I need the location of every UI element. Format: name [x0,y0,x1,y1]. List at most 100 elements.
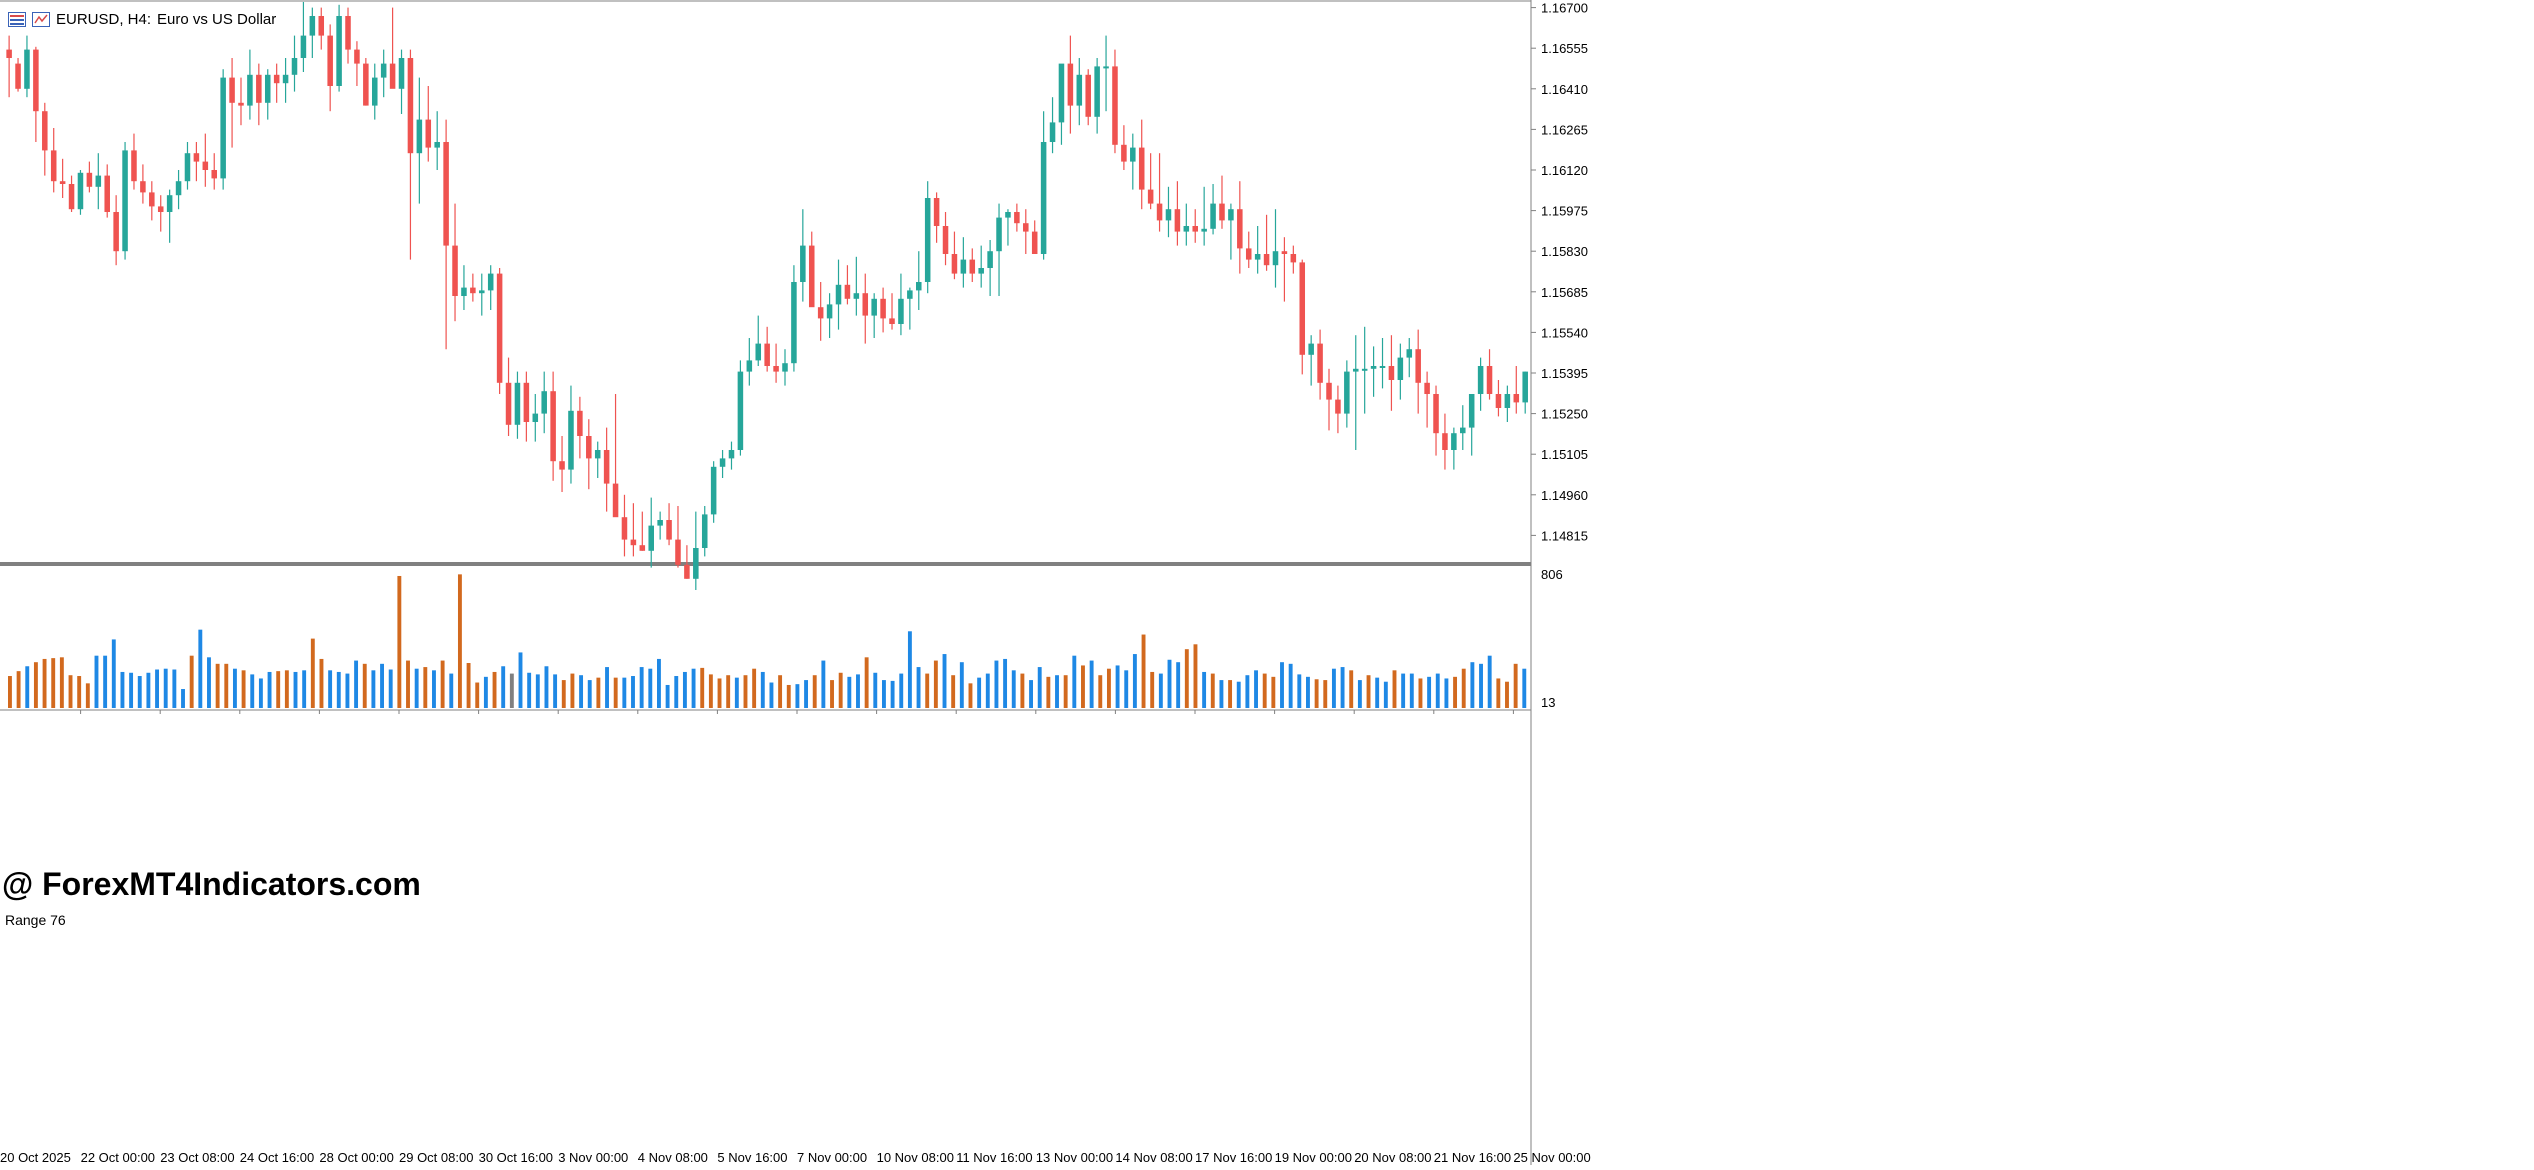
candle-body[interactable] [639,545,646,551]
candle-body[interactable] [1192,226,1198,232]
chart-properties-icon[interactable] [32,11,50,27]
candle-body[interactable] [826,304,833,319]
range-bar[interactable] [449,673,454,708]
candle-body[interactable] [594,450,601,459]
candle-body[interactable] [559,461,565,470]
range-bar[interactable] [1427,676,1432,708]
candle-body[interactable] [648,525,654,551]
candle-body[interactable] [300,35,307,58]
candle-body[interactable] [791,282,797,364]
candle-body[interactable] [942,226,949,254]
range-bar[interactable] [362,663,367,708]
range-bar[interactable] [276,671,281,708]
candle-body[interactable] [184,153,191,182]
range-bar[interactable] [700,667,705,708]
range-bar[interactable] [1280,662,1284,708]
candle-body[interactable] [675,539,681,565]
range-bar[interactable] [1193,644,1198,708]
candle-body[interactable] [764,343,770,366]
range-bar[interactable] [1392,670,1397,708]
range-bar[interactable] [605,667,609,708]
candle-body[interactable] [505,382,512,425]
range-bar[interactable] [1522,668,1527,708]
candle-body[interactable] [211,170,218,179]
candle-body[interactable] [1147,189,1154,204]
range-bar[interactable] [743,675,748,708]
range-bar[interactable] [726,675,731,708]
candle-body[interactable] [6,49,12,58]
range-bar[interactable] [1418,678,1423,708]
range-bar[interactable] [717,678,722,708]
range-bar[interactable] [1011,670,1016,708]
candle-body[interactable] [612,483,619,518]
range-bar[interactable] [406,660,410,708]
candle-body[interactable] [407,58,414,154]
range-bar[interactable] [1444,678,1449,708]
candle-body[interactable] [880,298,886,319]
candle-body[interactable] [1477,366,1484,394]
candle-body[interactable] [1379,366,1386,368]
candle-body[interactable] [363,63,369,106]
range-bar[interactable] [631,676,635,708]
candle-body[interactable] [907,290,913,299]
candle-body[interactable] [372,77,378,106]
candle-body[interactable] [496,273,503,383]
candle-body[interactable] [862,293,869,316]
range-bar[interactable] [457,574,462,708]
candle-body[interactable] [755,343,762,361]
range-bar[interactable] [1029,680,1033,708]
candle-body[interactable] [568,410,574,470]
range-bar[interactable] [163,668,168,708]
range-bar[interactable] [1496,678,1501,708]
candle-body[interactable] [996,217,1002,252]
range-bar[interactable] [137,676,142,708]
candle-body[interactable] [844,284,851,299]
range-bar[interactable] [1401,673,1406,708]
range-bar[interactable] [414,668,419,708]
range-bar[interactable] [354,660,359,708]
range-bar[interactable] [1115,665,1120,708]
range-bar[interactable] [1081,665,1085,708]
range-bar[interactable] [977,677,982,708]
candle-body[interactable] [1370,366,1377,369]
range-bar[interactable] [284,670,289,708]
range-bar[interactable] [371,670,376,708]
candle-body[interactable] [95,175,102,187]
range-bar[interactable] [1349,670,1354,708]
candle-body[interactable] [1094,66,1100,117]
candle-body[interactable] [166,195,173,212]
candle-body[interactable] [1121,144,1127,162]
candle-body[interactable] [1433,394,1439,434]
range-bar[interactable] [1461,668,1466,708]
candle-body[interactable] [452,245,458,296]
range-bar[interactable] [111,639,116,708]
candle-body[interactable] [1005,212,1011,218]
candle-body[interactable] [1486,366,1493,394]
candle-body[interactable] [684,564,690,579]
range-bar[interactable] [1020,673,1025,708]
range-bar[interactable] [345,673,350,708]
candle-body[interactable] [1388,366,1395,380]
candle-body[interactable] [1513,394,1520,403]
range-bar[interactable] [181,689,185,708]
range-bar[interactable] [59,657,64,708]
candle-body[interactable] [1031,231,1038,254]
range-bar[interactable] [509,673,514,708]
candle-body[interactable] [746,360,753,372]
candle-body[interactable] [1067,63,1074,106]
range-bar[interactable] [207,657,211,708]
range-bar[interactable] [189,655,194,708]
candle-body[interactable] [960,259,967,274]
candle-body[interactable] [808,245,815,308]
range-bar[interactable] [518,652,523,708]
candle-body[interactable] [1183,226,1190,232]
range-bar[interactable] [1513,663,1518,708]
candle-body[interactable] [434,142,440,148]
candle-body[interactable] [1281,251,1288,254]
candle-body[interactable] [924,198,931,282]
candle-body[interactable] [1058,63,1065,123]
range-bar[interactable] [68,675,73,708]
range-bar[interactable] [1236,681,1241,708]
range-bar[interactable] [1132,654,1137,708]
candle-body[interactable] [33,49,39,112]
